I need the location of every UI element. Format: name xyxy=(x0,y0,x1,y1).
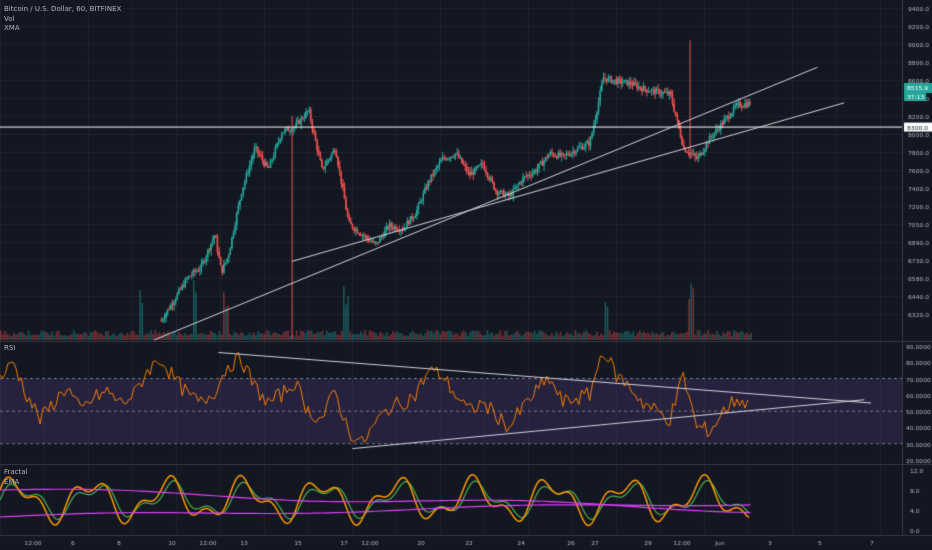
rsi-pane-label: RSI xyxy=(4,344,16,352)
symbol-title: Bitcoin / U.S. Dollar, 60, BITFINEX xyxy=(4,5,122,13)
fractal-pane-label: Fractal xyxy=(4,468,28,476)
vol-label: Vol xyxy=(4,15,15,23)
xma-label: XMA xyxy=(4,24,20,32)
ema-pane-label: EMA xyxy=(4,478,20,486)
